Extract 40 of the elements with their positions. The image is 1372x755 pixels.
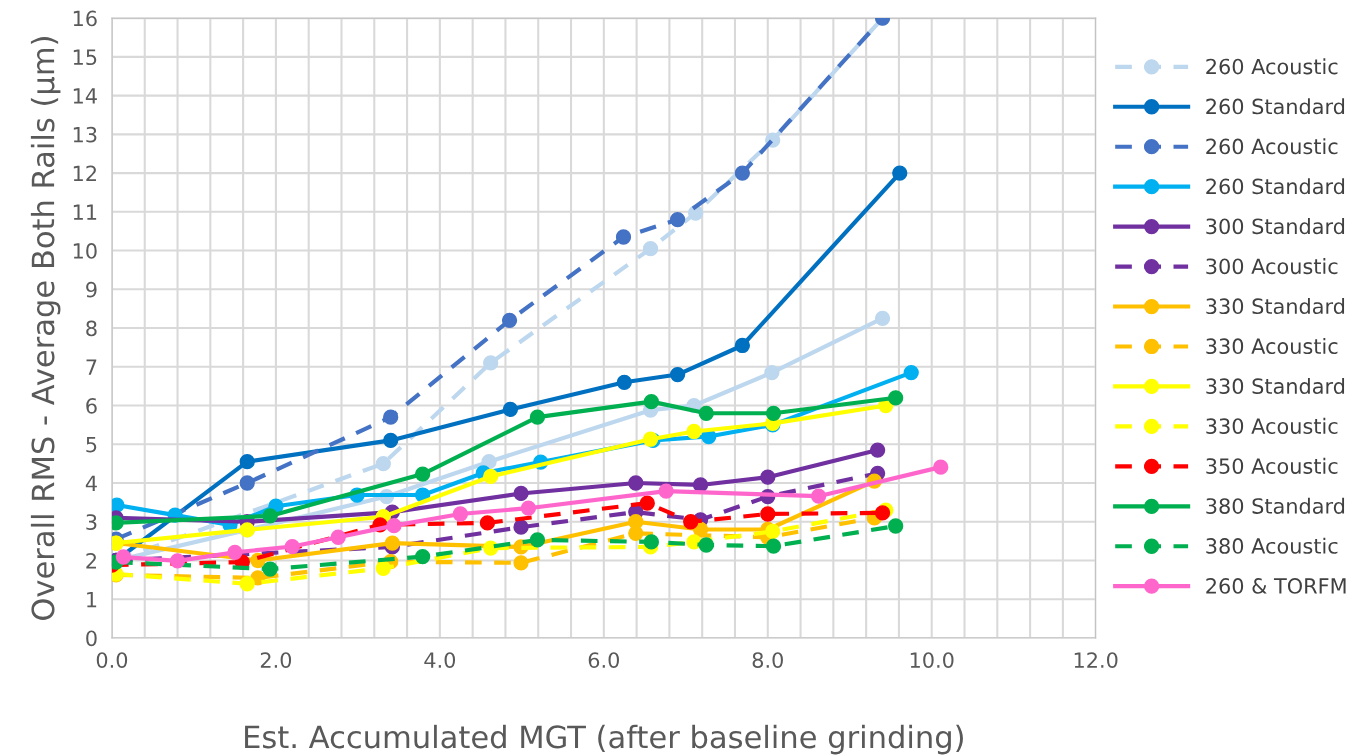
- x-axis-title: Est. Accumulated MGT (after baseline grinding): [245, 724, 963, 755]
- y-tick-label: 13: [73, 126, 97, 143]
- y-tick-label: 8: [86, 320, 97, 337]
- y-tick-label: 11: [73, 204, 97, 220]
- x-tick-label: 4.0: [424, 652, 456, 668]
- legend-label: 300 Standard: [1206, 218, 1345, 235]
- y-tick-label: 5: [86, 437, 97, 453]
- legend-label: 260 Acoustic: [1206, 138, 1338, 155]
- y-tick-label: 2: [86, 552, 96, 569]
- y-tick-label: 1: [87, 591, 97, 608]
- legend-label: 300 Acoustic: [1206, 258, 1338, 275]
- legend-label: 260 & TORFM: [1206, 578, 1346, 594]
- x-tick-label: 10.0: [910, 652, 954, 668]
- text: 0.0: [96, 652, 128, 668]
- legend-label: 260 Acoustic: [1206, 58, 1338, 75]
- legend-label: 380 Standard: [1206, 497, 1345, 514]
- y-axis-title: Overall RMS - Average Both Rails (µm): [30, 37, 61, 620]
- legend-label: 330 Standard: [1206, 377, 1345, 395]
- y-tick-label: 4: [85, 475, 97, 491]
- x-tick-label: 6.0: [588, 652, 619, 668]
- y-tick-label: 14: [73, 88, 97, 104]
- y-tick-label: 6: [86, 397, 97, 414]
- y-tick-label: 10: [73, 243, 97, 259]
- y-tick-label: 3: [86, 514, 97, 530]
- y-tick-label: 0: [86, 630, 97, 647]
- legend-label: 380 Acoustic: [1206, 537, 1338, 554]
- y-tick-label: 7: [86, 359, 97, 375]
- y-tick-label: 15: [73, 49, 97, 66]
- x-tick-label: 12.0: [1074, 652, 1118, 668]
- y-tick-label: 12: [73, 165, 96, 181]
- legend-label: 260 Standard: [1206, 178, 1345, 195]
- legend-label: 260 Standard: [1206, 98, 1345, 115]
- legend-label: 330 Acoustic: [1206, 337, 1338, 355]
- x-tick-label: 2.0: [260, 652, 292, 668]
- x-tick-label: 8.0: [752, 652, 783, 668]
- legend-label: 330 Acoustic: [1206, 417, 1338, 434]
- legend-label: 330 Standard: [1206, 297, 1345, 315]
- y-tick-label: 9: [86, 281, 97, 298]
- y-tick-label: 16: [73, 10, 97, 27]
- legend-label: 350 Acoustic: [1206, 457, 1338, 474]
